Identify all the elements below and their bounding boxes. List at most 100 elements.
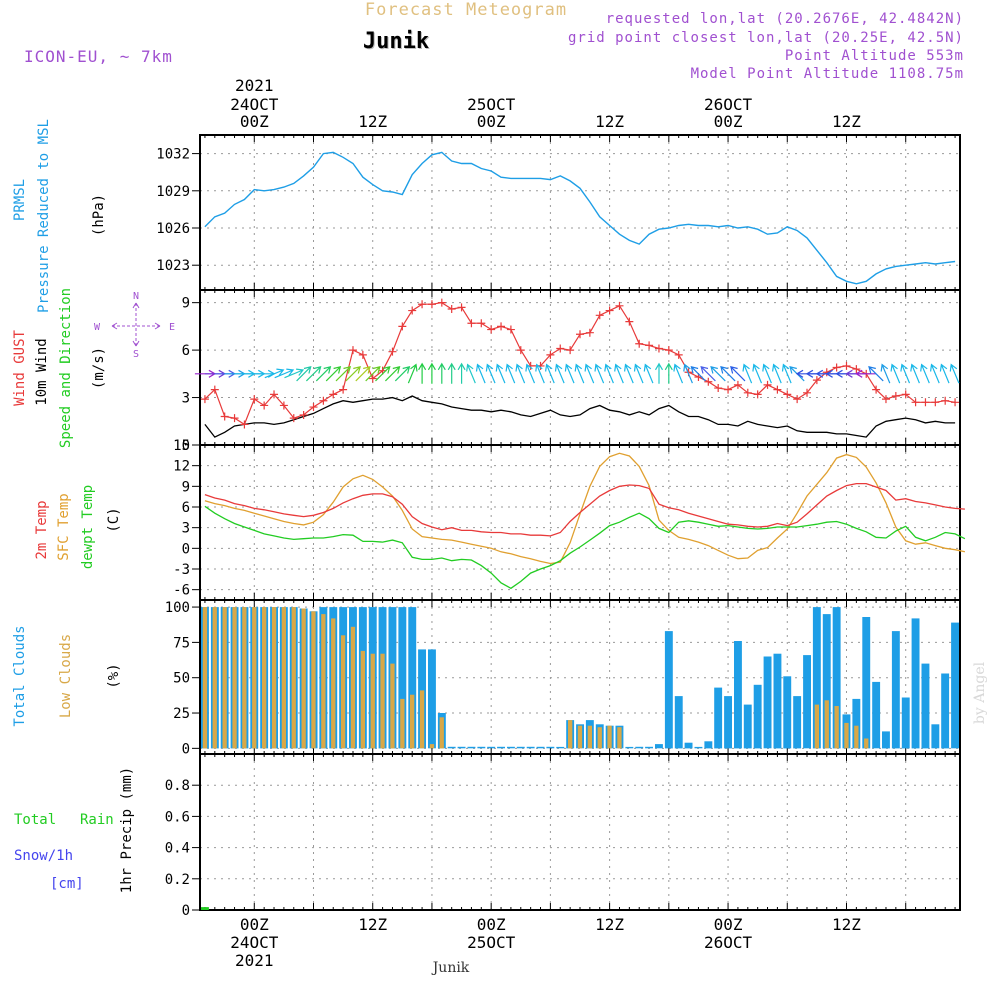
gust-marker [605, 306, 614, 315]
wind-y-tick-label: 0 [182, 438, 190, 454]
wind-direction-arrow [624, 363, 634, 384]
wind-direction-arrow [315, 365, 332, 382]
low-cloud-bar [340, 635, 346, 749]
temp-panel-labels: 2m Temp SFC Temp dewpt Temp (C) [34, 485, 122, 569]
gust-marker [477, 319, 486, 328]
top-time-label: 25OCT [467, 95, 516, 114]
gust-marker [556, 344, 565, 353]
temperature-y-tick-label: -6 [173, 583, 190, 599]
cloud-panel-labels: Total Clouds Low Clouds (%) [12, 625, 122, 726]
wind-direction-arrow [614, 363, 624, 384]
gust-marker [200, 395, 209, 404]
model-label: ICON-EU, ~ 7km [24, 47, 173, 66]
gust-marker [753, 390, 762, 399]
wind-direction-arrow [720, 365, 736, 382]
wind-direction-arrow [939, 363, 950, 384]
wind-direction-arrow [654, 362, 664, 384]
gust-marker [803, 388, 812, 397]
footer-location: Junik [431, 960, 470, 976]
wind-direction-arrow [355, 365, 371, 382]
gust-marker [289, 414, 298, 423]
top-time-label: 12Z [832, 112, 861, 131]
temperature-y-tick-label: 12 [173, 459, 190, 475]
wind-direction-arrow [910, 363, 920, 384]
gust-marker [763, 380, 772, 389]
total-cloud-bar [783, 676, 792, 749]
wind-direction-arrow [742, 363, 753, 384]
gust-marker [447, 304, 456, 313]
wind-direction-arrow [574, 363, 585, 384]
low-clouds-label: Low Clouds [58, 634, 74, 718]
wind-direction-arrow [752, 363, 763, 384]
low-cloud-bar [281, 607, 286, 749]
bottom-time-label: 00Z [714, 915, 743, 934]
low-cloud-bar [617, 727, 622, 749]
wind-direction-arrow [930, 363, 940, 384]
bottom-time-label: 25OCT [467, 933, 516, 952]
wind-direction-arrow [274, 368, 295, 379]
wind-direction-arrow [394, 365, 411, 382]
gust-marker [546, 350, 555, 359]
panels: 10231026102910320369-6-30369121502550751… [156, 134, 966, 919]
low-cloud-bar [350, 626, 356, 749]
total-cloud-bar [862, 617, 871, 749]
temperature-y-tick-label: 0 [182, 541, 190, 557]
total-cloud-bar [793, 696, 802, 749]
gust-marker [437, 298, 446, 307]
low-cloud-bar [222, 607, 227, 749]
gust-marker [339, 385, 348, 394]
wind-direction-arrow [264, 368, 285, 379]
wind-panel: 0 3 6 9 [182, 289, 961, 454]
low-cloud-bar [854, 725, 859, 749]
wind-direction-arrow [855, 369, 877, 378]
wind-direction-arrow [365, 365, 381, 382]
precip-y-tick-label: 0 [182, 903, 190, 919]
gust-marker [901, 390, 910, 399]
wind-direction-arrow [781, 363, 792, 384]
temperature-y-tick-label: 6 [182, 500, 190, 516]
wind-direction-arrow [284, 368, 305, 379]
wind-direction-arrow [564, 363, 575, 384]
gust-marker [309, 403, 318, 412]
total-cloud-bar [635, 746, 644, 749]
low-cloud-bar [311, 611, 316, 749]
gust-marker [210, 385, 219, 394]
temperature-panel: -6 -3 0 3 6 9 12 15 [173, 438, 966, 601]
wind-direction-arrow [305, 365, 322, 382]
total-cloud-bar [556, 746, 565, 749]
total-cloud-bar [921, 663, 930, 749]
compass-n: N [133, 291, 139, 302]
clouds-y-tick-label: 0 [182, 741, 190, 757]
gust-marker [635, 339, 644, 348]
gust-marker [270, 390, 279, 399]
low-cloud-bar [814, 704, 819, 749]
bottom-time-label: 00Z [477, 915, 506, 934]
gust-marker [783, 390, 792, 399]
total-cloud-bar [734, 641, 742, 749]
total-cloud-bar [714, 687, 723, 749]
bottom-time-label: 12Z [358, 915, 387, 934]
wind-direction-arrow [525, 363, 536, 384]
bottom-time-label: 12Z [595, 915, 624, 934]
wind-direction-arrow [880, 363, 891, 384]
gust-marker [467, 319, 476, 328]
clouds-y-tick-label: 50 [173, 671, 190, 687]
gust-marker [812, 376, 821, 385]
precip-rain-label: Rain [80, 812, 114, 828]
total-cloud-bar [428, 649, 436, 749]
low-cloud-bar [607, 725, 612, 749]
gust-marker [497, 322, 506, 331]
low-cloud-bar [577, 725, 583, 749]
low-cloud-bar [331, 618, 336, 749]
total-cloud-bar [674, 696, 683, 749]
total-cloud-bar [625, 746, 634, 749]
gust-marker [329, 390, 338, 399]
low-cloud-bar [439, 717, 444, 749]
compass-s: S [133, 349, 139, 360]
low-cloud-bar [321, 614, 326, 749]
total-cloud-bar [684, 742, 693, 749]
pressure-y-tick-label: 1032 [156, 147, 190, 163]
total-cloud-bar [536, 746, 545, 749]
